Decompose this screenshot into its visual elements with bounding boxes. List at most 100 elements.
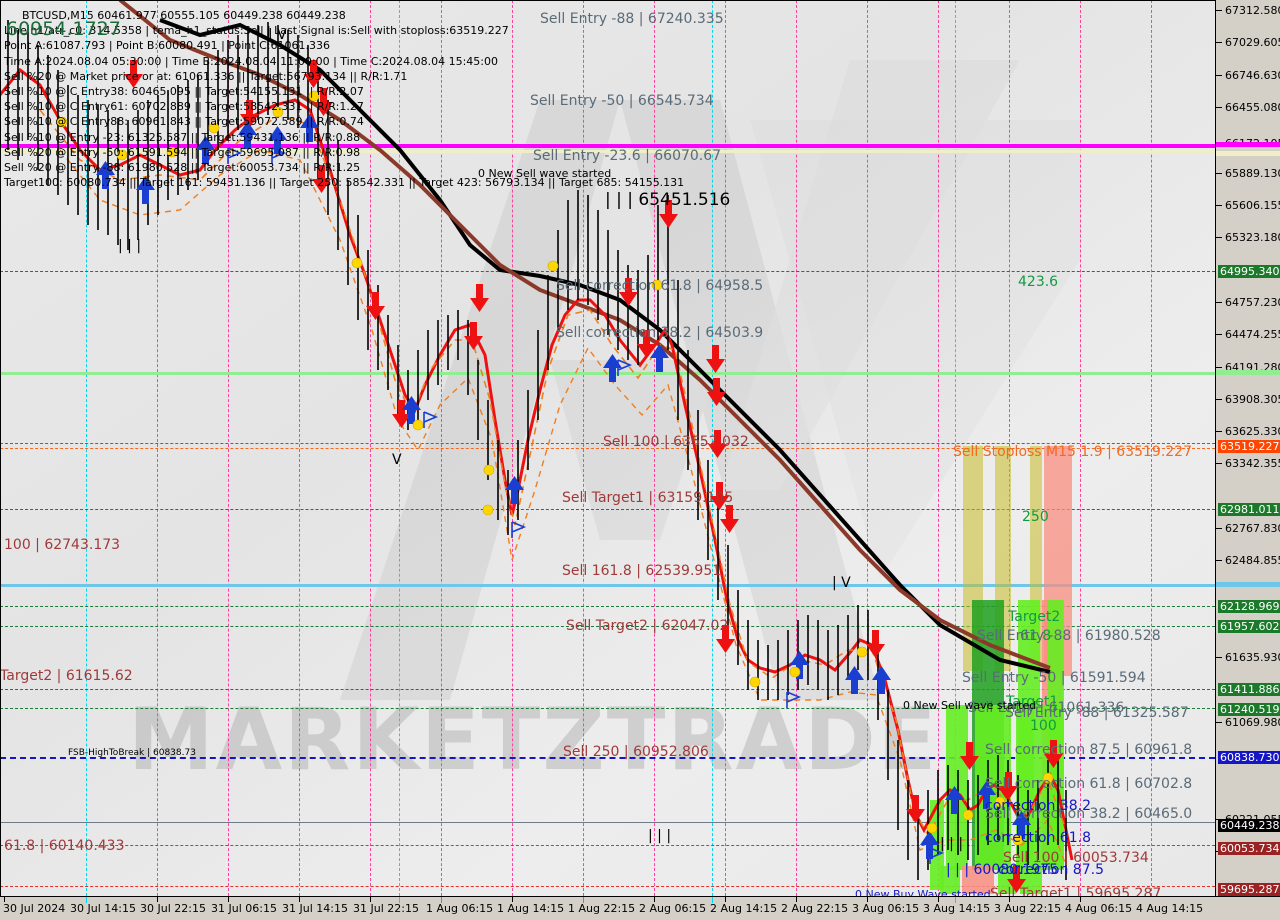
info-line-10: Sell %20 @ Entry -88: 61980.528 || Targe… xyxy=(4,161,361,175)
label-left-618: 61.8 | 60140.433 xyxy=(4,838,125,854)
label-left-100: 100 | 62743.173 xyxy=(4,537,121,553)
level-green xyxy=(0,372,1215,375)
time-axis[interactable]: 30 Jul 2024 30 Jul 14:15 30 Jul 22:15 31… xyxy=(0,896,1280,920)
level-grey xyxy=(0,822,1215,823)
level-blue-dash xyxy=(0,757,1215,759)
price-badge-green[interactable]: 62128.969 xyxy=(1218,600,1280,613)
price-badge-stoploss[interactable]: 63519.227 xyxy=(1218,440,1280,453)
label-sell-100-low: Sell 100 | 60053.734 xyxy=(1003,850,1149,866)
label-sell-corr-875: Sell correction 87.5 | 60961.8 xyxy=(985,742,1193,758)
price-series-overlay xyxy=(0,0,1074,893)
price-badge-green[interactable]: 61240.519 xyxy=(1218,703,1280,716)
y-tick: 61635.930 xyxy=(1225,651,1280,664)
y-tick: 66746.630 xyxy=(1225,69,1280,82)
x-tick: 1 Aug 14:15 xyxy=(497,902,565,915)
price-badge-green[interactable]: 64995.340 xyxy=(1218,265,1280,278)
y-tick: 63908.305 xyxy=(1225,393,1280,406)
wave-marker-5: | | | xyxy=(648,828,672,844)
level-red-dash xyxy=(0,886,1215,887)
label-sell-entry-88b-low: Sell Entry -88 | 61325.587 xyxy=(1005,705,1189,721)
sell-arrow-group xyxy=(124,60,1063,893)
label-sell-entry-50-top: Sell Entry -50 | 66545.734 xyxy=(530,93,714,109)
price-axis[interactable]: 67312.580 67029.605 66746.630 66455.080 … xyxy=(1215,0,1280,896)
x-tick: 31 Jul 22:15 xyxy=(353,902,419,915)
label-left-target2: Target2 | 61615.62 xyxy=(0,668,133,684)
info-line-7: Sell %10 @ C Entry88: 60961.843 || Targe… xyxy=(4,115,364,129)
label-target1-green: Target1 xyxy=(1006,694,1059,710)
axis-marker-magenta xyxy=(1216,142,1280,147)
level-green-dash xyxy=(0,708,1215,709)
wave-marker-2: | | | xyxy=(118,238,142,254)
price-badge-green[interactable]: 61411.886 xyxy=(1218,683,1280,696)
zone-green xyxy=(1020,866,1042,894)
level-green-dash xyxy=(0,509,1215,510)
axis-marker-green xyxy=(1216,370,1280,375)
label-corr-618-blue: correction 61.8 xyxy=(985,830,1091,846)
level-magenta xyxy=(0,144,1215,148)
zone-green xyxy=(940,866,960,894)
label-sell-entry-236: Sell Entry -23.6 | 66070.67 xyxy=(533,148,722,164)
x-tick: 3 Aug 14:15 xyxy=(923,902,991,915)
label-price-callout-2: | | | 60080.1975 xyxy=(946,862,1059,878)
x-tick: 31 Jul 06:15 xyxy=(211,902,277,915)
flag-marker-group xyxy=(227,147,945,864)
info-line-9: Sell %20 @ Entry -50: 61591.594 || Targe… xyxy=(4,145,361,159)
info-line-4: Sell %20 @ Market price or at: 61061.336… xyxy=(4,69,408,83)
info-line-6: Sell %10 @ C Entry61: 60702.889 || Targe… xyxy=(4,100,364,114)
label-sell-corr-382b: Sell correction 38.2 | 60465.0 xyxy=(985,806,1193,822)
x-tick: 3 Aug 22:15 xyxy=(994,902,1062,915)
label-corr-382-blue: correction 38.2 xyxy=(985,798,1091,814)
y-tick: 62767.830 xyxy=(1225,522,1280,535)
x-tick: 2 Aug 22:15 xyxy=(781,902,849,915)
info-line-2: Point A:61087.793 | Point B:60080.491 | … xyxy=(4,39,330,53)
x-tick: 31 Jul 14:15 xyxy=(282,902,348,915)
zone-green xyxy=(1040,705,1064,870)
x-tick: 1 Aug 06:15 xyxy=(426,902,494,915)
label-sell-target1-low: Sell Target1 | 59695.287 xyxy=(990,886,1162,896)
price-badge-current[interactable]: 60449.238 xyxy=(1218,819,1280,832)
label-price-callout: | | | 65451.516 xyxy=(605,190,731,210)
label-sell-target1: Sell Target1 | 63159.105 xyxy=(562,490,734,506)
label-new-sell-wave: 0 New Sell wave started xyxy=(478,167,612,180)
y-tick: 65889.130 xyxy=(1225,167,1280,180)
watermark-shape xyxy=(340,60,1080,700)
chart-plot-area[interactable]: MARKETZTRADE xyxy=(0,0,1215,896)
zone-salmon xyxy=(962,866,994,894)
label-fsb-high-to-break: FSB-HighToBreak | 60838.73 xyxy=(68,748,196,758)
info-line-5: Sell %10 @ C Entry38: 60465.095 || Targe… xyxy=(4,85,364,99)
y-tick: 63625.330 xyxy=(1225,425,1280,438)
label-sell-entry-88-low: Sell Entry -88 | 61980.528 xyxy=(977,628,1161,644)
x-tick: 30 Jul 14:15 xyxy=(70,902,136,915)
x-tick: 4 Aug 14:15 xyxy=(1136,902,1204,915)
y-tick: 64757.230 xyxy=(1225,296,1280,309)
price-badge-target[interactable]: 59695.287 xyxy=(1218,883,1280,896)
label-sell-entry-88-top: Sell Entry -88 | 67240.335 xyxy=(540,11,724,27)
y-tick: 62484.855 xyxy=(1225,554,1280,567)
indicator-info-block: BTCUSD,M15 60461.977 60555.105 60449.238… xyxy=(4,8,684,190)
info-line-3: Time A:2024.08.04 05:30:00 | Time B:2024… xyxy=(4,54,498,68)
label-sell-stoploss: Sell Stoploss M15 1.9 | 63519.227 xyxy=(953,444,1192,460)
buy-arrow-group xyxy=(96,114,1031,859)
label-sell-100-top: Sell 100 | 63652.032 xyxy=(603,434,749,450)
pivot-marker-group xyxy=(56,90,1054,846)
symbol-row: BTCUSD,M15 60461.977 60555.105 60449.238… xyxy=(22,9,346,22)
x-tick: 30 Jul 2024 xyxy=(3,902,66,915)
price-badge-green[interactable]: 62981.011 xyxy=(1218,503,1280,516)
x-tick: 4 Aug 06:15 xyxy=(1065,902,1133,915)
price-badge-fsb[interactable]: 60838.730 xyxy=(1218,751,1280,764)
price-badge-target[interactable]: 60053.734 xyxy=(1218,842,1280,855)
label-sell-correction-382-top: Sell correction 38.2 | 64503.9 xyxy=(556,325,764,341)
y-tick: 66455.080 xyxy=(1225,101,1280,114)
axis-marker-cream xyxy=(1216,151,1280,156)
info-line-8: Sell %10 @ Entry -23: 61325.587 || Targe… xyxy=(4,130,361,144)
label-target2-green: Target2 xyxy=(1008,609,1061,625)
label-level-100-green: 100 xyxy=(1030,718,1057,734)
label-corr-875-blue: correction 87.5 xyxy=(998,862,1104,878)
wave-marker-3: V xyxy=(392,452,402,468)
label-level-250: 250 xyxy=(1022,509,1049,525)
price-badge-green[interactable]: 61957.602 xyxy=(1218,620,1280,633)
y-tick: 65606.155 xyxy=(1225,199,1280,212)
info-line-11: Target100: 60080.734 || Target 161: 5943… xyxy=(4,176,685,190)
level-green-dash xyxy=(0,689,1215,690)
